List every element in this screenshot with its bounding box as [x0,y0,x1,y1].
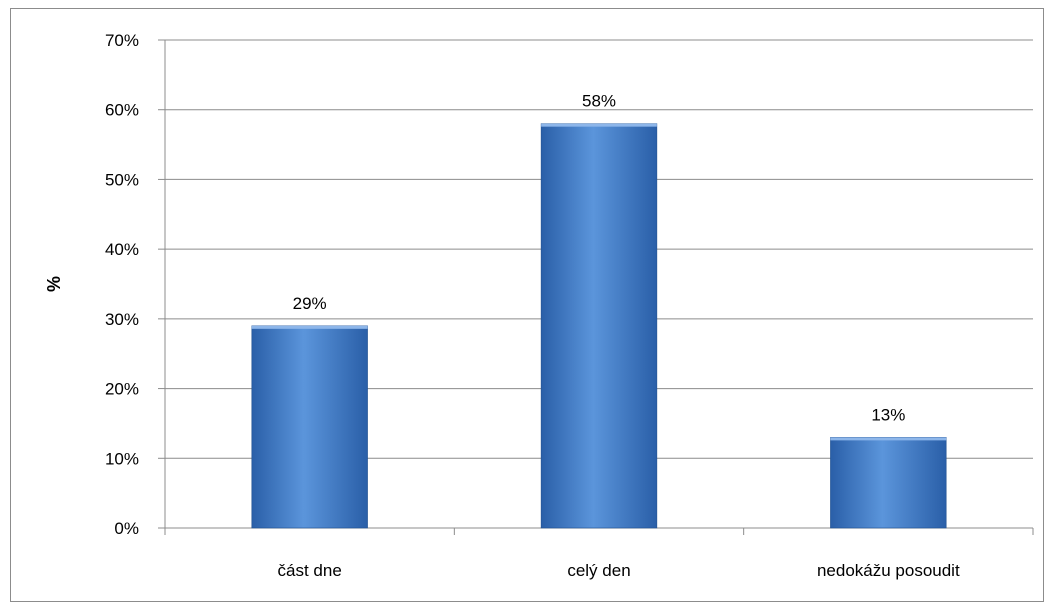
y-tick-label: 0% [114,519,139,538]
y-tick-label: 30% [105,310,139,329]
category-label: nedokážu posoudit [817,561,960,580]
category-label: celý den [567,561,630,580]
chart-frame: 0% 10% 20% 30% 40% 50% 60% 70% 29% 58% 13% část d… [10,8,1044,602]
bar [540,123,658,529]
data-label: 58% [582,92,616,111]
bar-highlight [830,437,947,441]
data-label: 29% [293,294,327,313]
bar-highlight [541,123,657,127]
bar [830,437,947,529]
bar [251,325,368,529]
category-label: část dne [278,561,342,580]
y-tick-labels: 0% 10% 20% 30% 40% 50% 60% 70% [105,31,139,538]
y-tick-label: 60% [105,101,139,120]
bars [251,123,947,529]
y-tick-label: 20% [105,380,139,399]
y-tick-label: 70% [105,31,139,50]
y-tick-label: 10% [105,449,139,468]
data-labels: 29% 58% 13% [293,92,906,425]
y-tick-label: 50% [105,170,139,189]
data-label: 13% [871,405,905,424]
y-axis-title: % [44,276,64,292]
y-tick-label: 40% [105,240,139,259]
bar-highlight [251,325,368,329]
category-labels: část dne celý den nedokážu posoudit [278,561,960,580]
